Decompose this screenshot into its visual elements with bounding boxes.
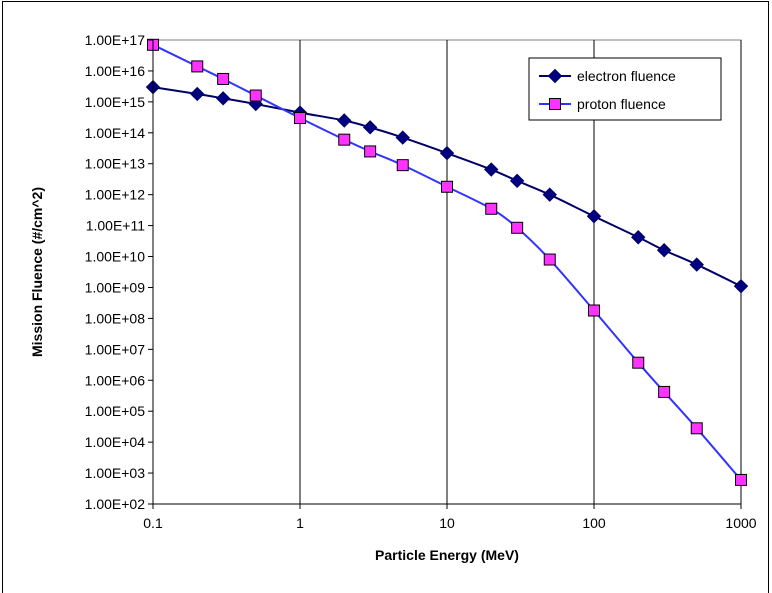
- proton-fluence-point: [690, 422, 703, 435]
- electron-fluence-point: [631, 230, 646, 245]
- y-tick-label: 1.00E+09: [85, 279, 146, 295]
- y-tick-label: 1.00E+11: [86, 218, 146, 234]
- electron-fluence-point: [586, 209, 602, 224]
- x-tick-label: 100: [582, 515, 606, 531]
- x-tick-label: 0.1: [143, 515, 163, 531]
- proton-fluence-point: [217, 72, 230, 85]
- x-tick-label: 1000: [725, 515, 756, 531]
- x-axis-title: Particle Energy (MeV): [375, 547, 519, 563]
- y-tick-label: 1.00E+07: [85, 341, 146, 357]
- y-tick-label: 1.00E+17: [85, 32, 146, 48]
- series-markers: [145, 38, 749, 486]
- proton-fluence-point: [543, 253, 556, 266]
- x-tick-label: 10: [439, 515, 455, 531]
- proton-fluence-point: [511, 221, 524, 234]
- y-tick-label: 1.00E+05: [85, 403, 146, 419]
- proton-fluence-point: [632, 356, 645, 369]
- y-axis-title: Mission Fluence (#/cm^2): [29, 187, 45, 357]
- y-tick-label: 1.00E+08: [85, 310, 146, 326]
- proton-fluence-point: [485, 202, 498, 215]
- electron-fluence-point: [337, 113, 352, 128]
- electron-fluence-point: [362, 120, 378, 135]
- electron-fluence-point: [656, 243, 672, 258]
- y-tick-label: 1.00E+06: [85, 372, 146, 388]
- electron-fluence-point: [215, 91, 231, 106]
- legend-proton-fluence-label: proton fluence: [577, 96, 666, 112]
- proton-fluence-point: [294, 112, 306, 125]
- y-tick-label: 1.00E+03: [85, 465, 146, 481]
- electron-fluence-point: [484, 162, 499, 177]
- proton-fluence-point: [441, 180, 453, 193]
- electron-fluence-point: [733, 278, 749, 294]
- proton-fluence-point: [364, 145, 377, 158]
- y-tick-label: 1.00E+13: [85, 156, 146, 172]
- electron-fluence-point: [689, 257, 704, 272]
- y-tick-label: 1.00E+15: [85, 94, 146, 110]
- electron-fluence-point: [439, 145, 455, 161]
- proton-fluence-point: [338, 133, 351, 146]
- legend: electron fluence proton fluence: [528, 57, 722, 121]
- plot-area: 0.1 1 10 100 1000 1.00E+171.00E+161.00E+151.…: [85, 32, 757, 531]
- electron-fluence-point: [509, 173, 525, 189]
- y-tick-label: 1.00E+02: [85, 496, 146, 512]
- y-tick-label: 1.00E+10: [85, 249, 146, 265]
- proton-fluence-point: [249, 89, 262, 102]
- x-tick-label: 1: [296, 515, 304, 531]
- proton-fluence-point: [191, 60, 204, 73]
- y-tick-label: 1.00E+14: [85, 125, 146, 141]
- y-axis: 1.00E+17 1.00E+16 1.00E+15 1.00E+14 1.00E+13…: [85, 32, 154, 512]
- legend-electron-fluence-label: electron fluence: [577, 68, 676, 84]
- legend-electron-fluence-marker: [547, 68, 563, 84]
- y-tick-label: 1.00E+12: [85, 187, 146, 203]
- y-tick-label: 1.00E+04: [85, 434, 146, 450]
- proton-fluence-point: [735, 473, 747, 486]
- proton-fluence-point: [588, 304, 600, 317]
- y-tick-label: 1.00E+16: [85, 63, 146, 79]
- legend-proton-fluence-marker: [549, 98, 561, 110]
- proton-fluence-point: [396, 159, 409, 172]
- electron-fluence-point: [190, 86, 205, 102]
- x-axis: 0.1 1 10 100 1000: [143, 503, 757, 531]
- electron-fluence-point: [542, 187, 557, 202]
- proton-fluence-point: [658, 385, 671, 398]
- electron-fluence-point: [395, 130, 410, 145]
